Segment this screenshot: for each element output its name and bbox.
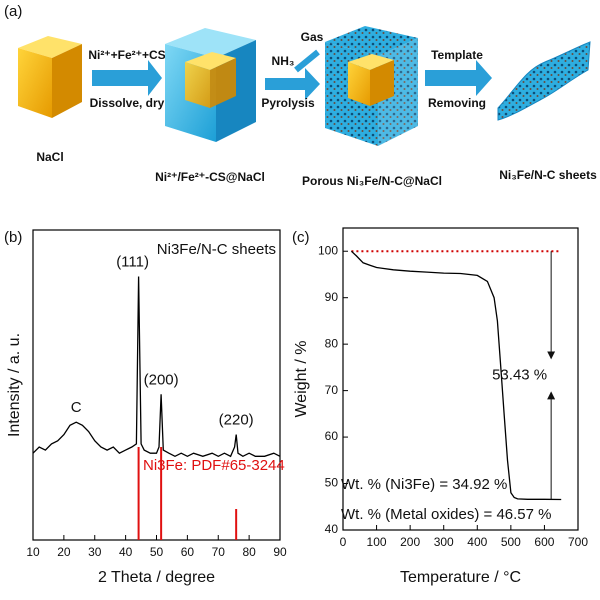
x-tick-label: 500 [501, 535, 521, 549]
process-arrow [265, 68, 320, 100]
y-tick-label: 50 [325, 476, 339, 490]
x-tick-label: 90 [273, 545, 287, 559]
x-tick-label: 100 [367, 535, 387, 549]
x-tick-label: 600 [534, 535, 554, 549]
step-label: Dissolve, dry [90, 96, 165, 110]
x-tick-label: 70 [212, 545, 226, 559]
x-tick-label: 80 [242, 545, 256, 559]
data-line [32, 276, 281, 458]
plot-frame [342, 227, 579, 531]
data-line [350, 250, 562, 501]
y-axis-title: Weight / % [293, 340, 310, 417]
panel-a: (a) NaCl Ni²⁺+Fe²⁺+CS Dissolve, dry Ni²⁺… [4, 3, 597, 188]
x-tick-label: 0 [340, 535, 347, 549]
note: Wt. % (Metal oxides) = 46.57 % [341, 506, 552, 523]
x-tick-label: 20 [57, 545, 71, 559]
reference-label: Ni3Fe: PDF#65-3244 [143, 457, 285, 474]
y-tick-label: 100 [318, 243, 338, 257]
y-tick-label: 80 [325, 336, 339, 350]
panel-label: (c) [292, 229, 310, 246]
peak-label: (111) [116, 253, 149, 270]
peak-label: C [71, 399, 82, 416]
x-tick-label: 200 [400, 535, 420, 549]
step-label: Template [431, 48, 483, 62]
x-axis-title: 2 Theta / degree [98, 569, 215, 586]
y-axis-title: Intensity / a. u. [6, 333, 23, 437]
x-tick-label: 10 [26, 545, 40, 559]
process-arrow [92, 60, 162, 96]
peak-label: (200) [144, 371, 179, 388]
y-tick-label: 70 [325, 383, 339, 397]
x-tick-label: 700 [568, 535, 588, 549]
step-label: Gas [301, 30, 324, 44]
panel-label: (b) [4, 229, 22, 246]
x-tick-label: 60 [181, 545, 195, 559]
y-tick-label: 40 [325, 522, 339, 536]
peak-label: (220) [219, 412, 254, 429]
charts: (b) 10 20 30 40 50 60 70 80 90 2 Theta / degree Int… [4, 227, 588, 586]
step-label: Ni₃Fe/N-C sheets [499, 168, 597, 182]
step-label: Porous Ni₃Fe/N-C@NaCl [302, 174, 442, 188]
y-tick-label: 90 [325, 290, 339, 304]
coated-cube [165, 28, 256, 142]
step-label: Ni²⁺+Fe²⁺+CS [88, 48, 165, 62]
x-tick-label: 50 [150, 545, 164, 559]
panel-label: (a) [4, 3, 22, 20]
step-label: NaCl [36, 150, 63, 164]
legend-text: Ni3Fe/N-C sheets [157, 241, 276, 258]
x-tick-label: 30 [88, 545, 102, 559]
step-label: Ni²⁺/Fe²⁺-CS@NaCl [155, 170, 265, 184]
x-axis-title: Temperature / °C [400, 569, 521, 586]
note: Wt. % (Ni3Fe) = 34.92 % [341, 476, 507, 493]
arrow-label: 53.43 % [492, 366, 547, 383]
x-tick-label: 300 [434, 535, 454, 549]
nacl-cube [18, 36, 82, 118]
step-label: Pyrolysis [261, 96, 315, 110]
step-label: NH₃ [272, 54, 295, 68]
sheet [497, 41, 591, 121]
y-tick-label: 60 [325, 429, 339, 443]
process-arrow [425, 60, 492, 96]
porous-cube [325, 26, 418, 146]
x-tick-label: 40 [119, 545, 133, 559]
x-tick-label: 400 [467, 535, 487, 549]
step-label: Removing [428, 96, 486, 110]
gas-arrow [294, 49, 320, 73]
